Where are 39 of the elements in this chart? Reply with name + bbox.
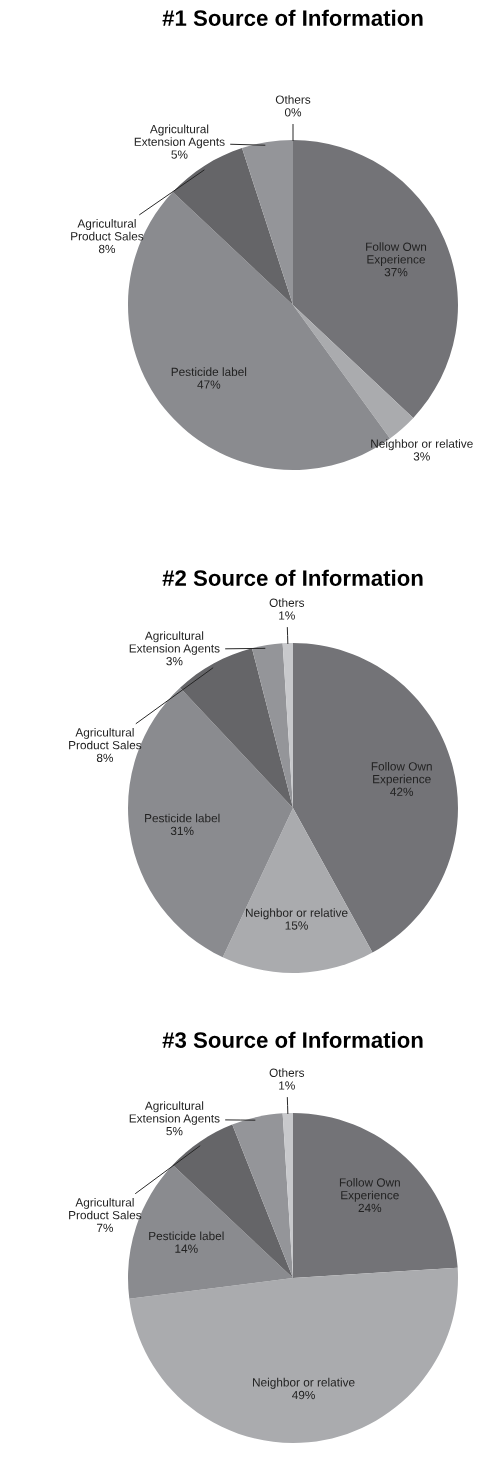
slice-label: Agricultural Extension Agents (129, 1101, 220, 1125)
data-label: 42% (390, 787, 414, 796)
slice-label: Pesticide label (145, 813, 220, 823)
chart-title: #1 Source of Information (162, 9, 423, 26)
data-label: 14% (175, 1244, 198, 1253)
data-label: 3% (413, 452, 430, 461)
slice-label: Agricultural Product Sales (71, 219, 144, 241)
data-label: 5% (166, 1127, 183, 1136)
slice-label: Neighbor or relative (371, 439, 473, 451)
slice-label: Agricultural Extension Agents (134, 124, 225, 149)
slice-label: Pesticide label (171, 367, 247, 377)
data-label: 5% (171, 150, 188, 159)
slice-label: Follow Own Experience (371, 761, 432, 786)
chart-title: #2 Source of Information (162, 569, 423, 586)
data-label: 1% (279, 1081, 295, 1090)
data-label: 24% (358, 1203, 382, 1213)
slice-label: Agricultural Extension Agents (129, 631, 220, 655)
slice-label: Agricultural Product Sales (69, 1197, 142, 1220)
data-label: 37% (384, 267, 408, 277)
category-label: Others (275, 95, 311, 104)
data-label: 31% (170, 826, 194, 836)
slice-label: Follow Own Experience (339, 1177, 400, 1202)
slice-label: Others (269, 1068, 305, 1077)
slice-label: Follow Own Experience (366, 242, 427, 266)
slice-label: Neighbor or relative (245, 908, 348, 920)
data-label: 3% (166, 656, 183, 666)
slice-label: Neighbor or relative (253, 1377, 355, 1389)
data-label: 1% (279, 611, 295, 620)
chart-title: #3 Source of Information (162, 1031, 423, 1048)
slice-label: Pesticide label (149, 1231, 224, 1241)
text: 0% (284, 108, 302, 117)
slice-label: Others (269, 598, 305, 607)
data-label: 47% (197, 380, 221, 389)
data-label: 7% (96, 1223, 114, 1232)
data-label: 49% (292, 1390, 315, 1400)
data-label: 8% (98, 244, 116, 254)
slice-label: Agricultural Product Sales (69, 727, 142, 750)
data-label: 15% (285, 921, 308, 930)
data-label: 8% (96, 753, 114, 763)
